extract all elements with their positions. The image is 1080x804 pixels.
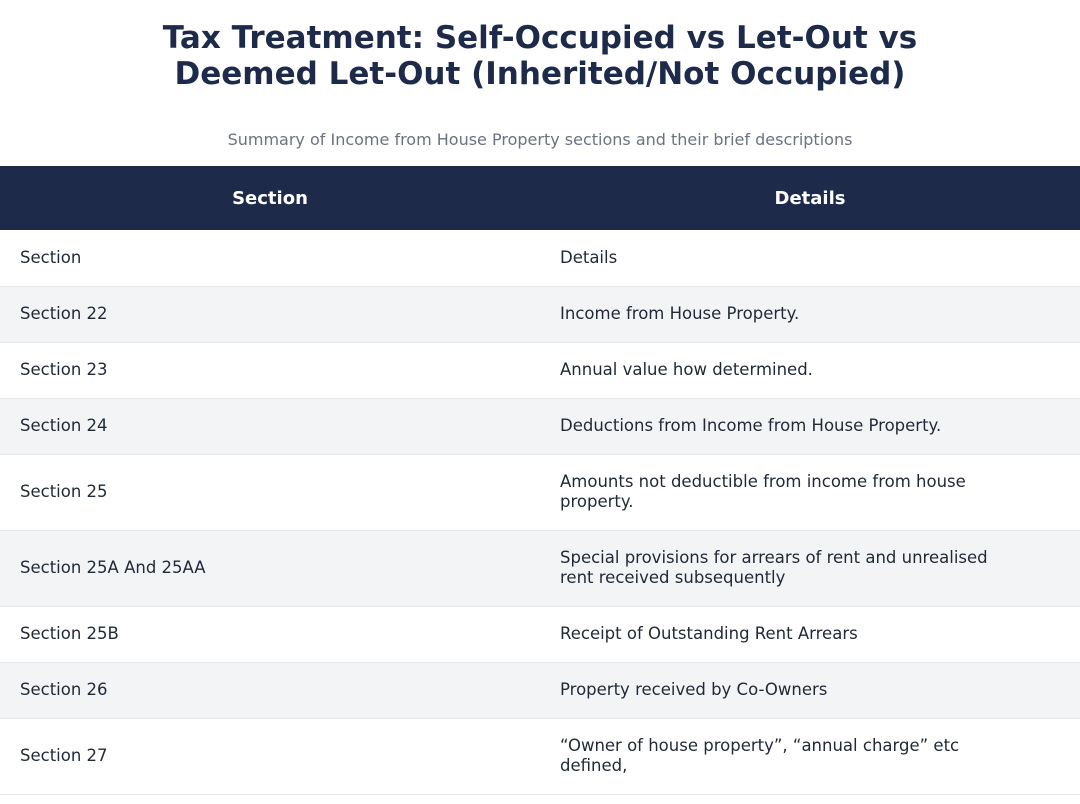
page-subtitle: Summary of Income from House Property se… — [227, 130, 853, 149]
details-cell: Details — [540, 230, 1080, 287]
column-header-details: Details — [774, 187, 846, 209]
table-row: Section 25 Amounts not deductible from i… — [0, 454, 1080, 531]
sections-table: Section Details Section Details Section … — [0, 166, 1080, 795]
table-header: Section Details — [0, 166, 1080, 230]
section-cell: Section 24 — [0, 398, 540, 455]
details-cell: Income from House Property. — [540, 286, 1080, 343]
table-row: Section 25A And 25AA Special provisions … — [0, 530, 1080, 607]
details-cell: Annual value how determined. — [540, 342, 1080, 399]
details-cell: Property received by Co-Owners — [540, 662, 1080, 719]
details-cell: Amounts not deductible from income from … — [540, 454, 1080, 531]
details-cell: Special provisions for arrears of rent a… — [540, 530, 1080, 607]
section-cell: Section 25B — [0, 606, 540, 663]
column-header-section: Section — [232, 187, 308, 209]
section-cell: Section 27 — [0, 718, 540, 795]
page-title-line-1: Tax Treatment: Self-Occupied vs Let-Out … — [162, 20, 918, 56]
section-cell: Section 23 — [0, 342, 540, 399]
table-row: Section 23 Annual value how determined. — [0, 342, 1080, 399]
section-cell: Section 25 — [0, 454, 540, 531]
table-row: Section 22 Income from House Property. — [0, 286, 1080, 343]
table-header-row: Section Details — [0, 166, 1080, 230]
table-row: Section 27 “Owner of house property”, “a… — [0, 718, 1080, 795]
details-cell: Receipt of Outstanding Rent Arrears — [540, 606, 1080, 663]
table-body: Section Details Section 22 Income from H… — [0, 230, 1080, 795]
table-row: Section 24 Deductions from Income from H… — [0, 398, 1080, 455]
section-cell: Section — [0, 230, 540, 287]
details-cell: “Owner of house property”, “annual charg… — [540, 718, 1080, 795]
page-title: Tax Treatment: Self-Occupied vs Let-Out … — [0, 0, 1080, 92]
table-row: Section 25B Receipt of Outstanding Rent … — [0, 606, 1080, 663]
section-cell: Section 25A And 25AA — [0, 530, 540, 607]
table-row: Section 26 Property received by Co-Owner… — [0, 662, 1080, 719]
details-cell: Deductions from Income from House Proper… — [540, 398, 1080, 455]
table-row: Section Details — [0, 230, 1080, 287]
section-cell: Section 22 — [0, 286, 540, 343]
section-cell: Section 26 — [0, 662, 540, 719]
page-title-line-2: Deemed Let-Out (Inherited/Not Occupied) — [174, 56, 906, 92]
